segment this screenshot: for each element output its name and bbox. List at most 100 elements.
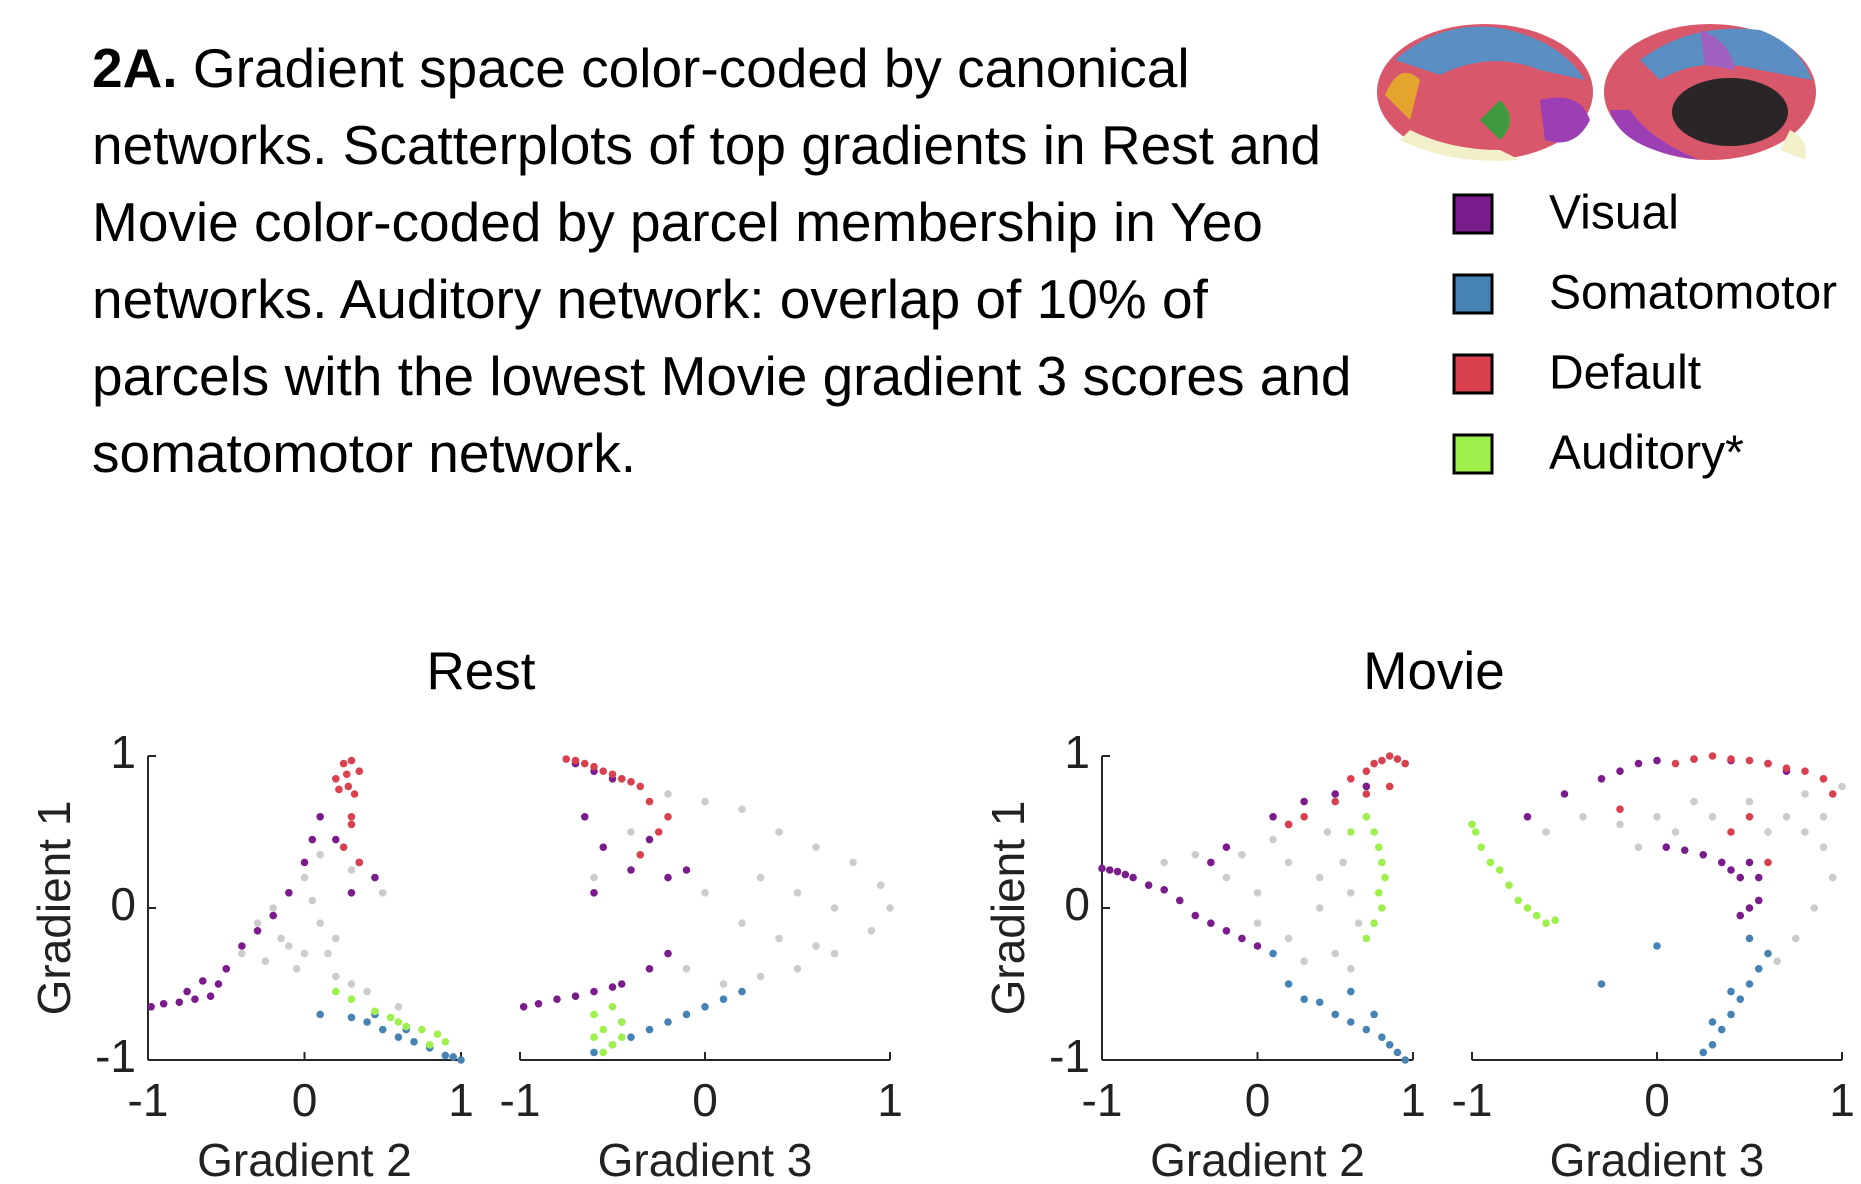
brain-illustration: [1377, 24, 1816, 161]
point: [335, 786, 343, 794]
point: [316, 919, 324, 927]
x-tick-label: -1: [1452, 1074, 1493, 1126]
point: [618, 1033, 626, 1041]
point: [285, 942, 293, 950]
page: 2A. Gradient space color-coded by canoni…: [0, 0, 1861, 1184]
point: [1727, 866, 1735, 874]
point: [1736, 912, 1744, 920]
point: [1331, 790, 1339, 798]
point: [348, 995, 356, 1003]
point: [1363, 935, 1371, 943]
point: [1755, 965, 1763, 973]
point: [1662, 843, 1670, 851]
point: [812, 942, 820, 950]
point: [664, 874, 672, 882]
point: [757, 874, 765, 882]
point: [1635, 760, 1643, 768]
point: [1192, 912, 1200, 920]
point: [831, 904, 839, 912]
point: [301, 874, 309, 882]
point: [277, 935, 285, 943]
point: [581, 760, 589, 768]
point: [701, 798, 709, 806]
x-tick-label: 0: [692, 1074, 718, 1126]
point: [794, 889, 802, 897]
x-tick-label: 0: [292, 1074, 318, 1126]
point: [348, 813, 356, 821]
point: [1300, 957, 1308, 965]
point: [254, 919, 262, 927]
point: [395, 1003, 403, 1011]
point: [683, 965, 691, 973]
figure: VisualSomatomotorDefaultAuditory*Rest-10…: [0, 0, 1861, 1184]
point: [1653, 757, 1661, 765]
point: [609, 1041, 617, 1049]
point: [1764, 760, 1772, 768]
point: [590, 988, 598, 996]
point: [627, 778, 635, 786]
point: [1324, 828, 1332, 836]
point: [590, 1033, 598, 1041]
point: [285, 889, 293, 897]
point: [1098, 865, 1106, 873]
point: [1339, 859, 1347, 867]
point: [1496, 866, 1504, 874]
point: [371, 1008, 379, 1016]
point: [590, 889, 598, 897]
point: [1363, 813, 1371, 821]
point: [1709, 1041, 1717, 1049]
point: [183, 988, 191, 996]
point: [222, 965, 230, 973]
legend-label: Visual: [1549, 187, 1679, 240]
point: [1363, 1026, 1371, 1034]
point: [442, 1052, 450, 1060]
point: [1477, 843, 1485, 851]
point: [1472, 828, 1480, 836]
point: [1254, 889, 1262, 897]
point: [1386, 783, 1394, 791]
point: [572, 992, 580, 1000]
point: [1370, 919, 1378, 927]
point: [1736, 995, 1744, 1003]
point: [1160, 886, 1168, 894]
point: [664, 790, 672, 798]
point: [1176, 897, 1184, 905]
point: [147, 1003, 155, 1011]
point: [1598, 775, 1606, 783]
point: [1394, 1049, 1402, 1057]
point: [395, 1018, 403, 1026]
point: [254, 927, 262, 935]
point: [1129, 874, 1137, 882]
point: [1401, 1056, 1409, 1064]
point: [1331, 798, 1339, 806]
point: [562, 755, 570, 763]
point: [868, 927, 876, 935]
point: [426, 1041, 434, 1049]
point: [581, 813, 589, 821]
point: [877, 881, 885, 889]
point: [1672, 828, 1680, 836]
point: [1269, 836, 1277, 844]
point: [1727, 988, 1735, 996]
point: [309, 897, 317, 905]
point: [309, 836, 317, 844]
point: [701, 889, 709, 897]
point: [1672, 760, 1680, 768]
point: [738, 805, 746, 813]
point: [1285, 859, 1293, 867]
point: [1579, 813, 1587, 821]
point: [1375, 889, 1383, 897]
point: [1792, 935, 1800, 943]
x-tick-label: 1: [448, 1074, 474, 1126]
point: [1727, 828, 1735, 836]
point: [1375, 843, 1383, 851]
point: [176, 998, 184, 1006]
point: [1801, 790, 1809, 798]
point: [348, 980, 356, 988]
point: [1207, 919, 1215, 927]
legend-swatch: [1454, 195, 1492, 233]
point: [340, 760, 348, 768]
point: [1551, 916, 1559, 924]
point: [1524, 904, 1532, 912]
point: [215, 980, 223, 988]
